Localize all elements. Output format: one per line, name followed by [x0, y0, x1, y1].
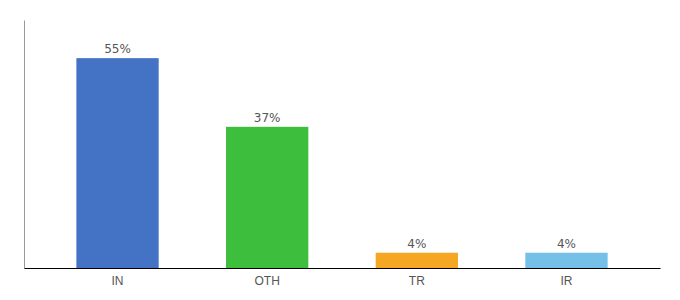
x-tick-label: IR	[560, 274, 572, 288]
bar	[76, 58, 158, 268]
x-tick: TR	[409, 268, 425, 288]
data-label: 55%	[104, 42, 131, 56]
x-tick: IR	[560, 268, 572, 288]
bar	[525, 253, 607, 268]
bars	[76, 58, 607, 268]
data-labels: 55% 37% 4% 4%	[104, 42, 576, 251]
x-tick-label: TR	[409, 274, 425, 288]
y-axis-line	[24, 21, 25, 269]
data-label: 4%	[407, 237, 426, 251]
x-axis-line	[25, 268, 661, 269]
y-axis	[24, 21, 25, 269]
x-tick-label: OTH	[255, 274, 280, 288]
x-tick: OTH	[255, 268, 280, 288]
plot: IN OTH TR IR 55% 37% 4% 4%	[25, 21, 661, 288]
x-axis: IN OTH TR IR	[25, 268, 661, 288]
x-tick: IN	[112, 268, 124, 288]
bar	[376, 253, 458, 268]
chart: IN OTH TR IR 55% 37% 4% 4%	[0, 0, 680, 300]
data-label: 37%	[254, 111, 281, 125]
x-tick-label: IN	[112, 274, 124, 288]
bar	[226, 127, 308, 268]
data-label: 4%	[557, 237, 576, 251]
